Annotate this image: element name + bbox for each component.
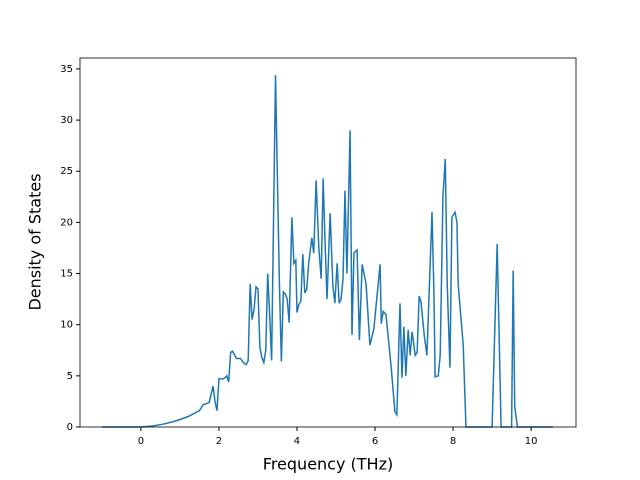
y-tick-label: 25 [60, 166, 73, 177]
line [101, 75, 553, 428]
y-tick-label: 30 [60, 115, 73, 126]
x-tick-label: 4 [294, 436, 300, 447]
x-tick-label: 2 [216, 436, 222, 447]
x-tick-label: 0 [138, 436, 144, 447]
x-tick-label: 8 [450, 436, 456, 447]
y-tick-label: 10 [60, 320, 73, 331]
plot-frame [79, 57, 577, 428]
x-tick-label: 10 [525, 436, 538, 447]
y-tick-label: 5 [67, 371, 73, 382]
y-tick-label: 20 [60, 217, 73, 228]
y-tick-label: 15 [60, 269, 73, 280]
y-axis-label: Density of States [26, 173, 45, 310]
y-tick-label: 0 [67, 422, 73, 433]
x-axis-label: Frequency (THz) [263, 455, 393, 474]
x-tick-label: 6 [372, 436, 378, 447]
y-tick-label: 35 [60, 64, 73, 75]
